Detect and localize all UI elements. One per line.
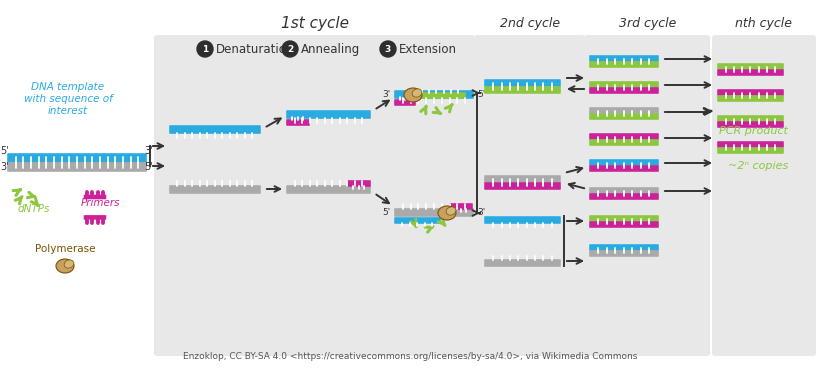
Text: Primers: Primers [80, 198, 120, 208]
FancyBboxPatch shape [169, 185, 260, 194]
FancyBboxPatch shape [589, 244, 658, 251]
FancyBboxPatch shape [717, 63, 783, 70]
FancyBboxPatch shape [717, 69, 783, 76]
FancyBboxPatch shape [84, 215, 106, 220]
Text: 3': 3' [382, 89, 391, 98]
Text: dNTPs: dNTPs [18, 204, 50, 214]
FancyBboxPatch shape [286, 119, 310, 126]
FancyBboxPatch shape [589, 61, 658, 68]
Text: 5': 5' [144, 162, 153, 172]
Text: Annealing: Annealing [301, 43, 360, 56]
FancyBboxPatch shape [589, 250, 658, 257]
FancyBboxPatch shape [589, 133, 658, 140]
FancyBboxPatch shape [717, 115, 783, 122]
FancyBboxPatch shape [414, 92, 465, 99]
Text: 3rd cycle: 3rd cycle [618, 16, 676, 30]
FancyBboxPatch shape [589, 215, 658, 222]
Text: 5': 5' [1, 146, 9, 156]
Ellipse shape [404, 88, 422, 102]
FancyBboxPatch shape [483, 79, 560, 87]
Text: DNA template
with sequence of
interest: DNA template with sequence of interest [24, 82, 112, 116]
Ellipse shape [437, 206, 455, 220]
FancyBboxPatch shape [589, 159, 658, 166]
Text: Denaturation: Denaturation [215, 43, 294, 56]
FancyBboxPatch shape [589, 107, 658, 114]
FancyBboxPatch shape [717, 95, 783, 102]
Text: 3': 3' [144, 146, 153, 156]
FancyBboxPatch shape [394, 217, 441, 224]
FancyBboxPatch shape [483, 216, 560, 224]
Ellipse shape [412, 89, 422, 97]
Text: 1st cycle: 1st cycle [281, 16, 349, 30]
FancyBboxPatch shape [483, 259, 560, 267]
FancyBboxPatch shape [394, 99, 415, 106]
FancyBboxPatch shape [589, 187, 658, 194]
FancyBboxPatch shape [717, 89, 783, 96]
FancyBboxPatch shape [84, 195, 106, 199]
FancyBboxPatch shape [717, 121, 783, 128]
FancyBboxPatch shape [286, 110, 370, 119]
Text: Extension: Extension [399, 43, 456, 56]
Text: 3': 3' [1, 162, 9, 172]
FancyBboxPatch shape [473, 35, 584, 356]
FancyBboxPatch shape [717, 141, 783, 148]
FancyBboxPatch shape [483, 182, 560, 190]
FancyBboxPatch shape [589, 193, 658, 200]
FancyBboxPatch shape [7, 153, 147, 163]
FancyBboxPatch shape [589, 221, 658, 228]
FancyBboxPatch shape [483, 86, 560, 94]
FancyBboxPatch shape [589, 165, 658, 172]
Circle shape [282, 41, 297, 57]
Text: nth cycle: nth cycle [735, 16, 791, 30]
FancyBboxPatch shape [394, 90, 473, 99]
FancyBboxPatch shape [711, 35, 815, 356]
Text: 5': 5' [477, 89, 485, 98]
Ellipse shape [446, 207, 455, 215]
FancyBboxPatch shape [169, 125, 260, 134]
FancyBboxPatch shape [589, 81, 658, 88]
Text: 3': 3' [477, 207, 485, 217]
Text: 3: 3 [384, 45, 391, 53]
Circle shape [197, 41, 213, 57]
FancyBboxPatch shape [7, 162, 147, 172]
Text: 1: 1 [201, 45, 208, 53]
Text: ~2ⁿ copies: ~2ⁿ copies [727, 161, 787, 171]
Ellipse shape [64, 260, 74, 268]
Text: 2: 2 [287, 45, 292, 53]
Text: Polymerase: Polymerase [34, 244, 95, 254]
FancyBboxPatch shape [589, 55, 658, 62]
FancyBboxPatch shape [717, 147, 783, 154]
FancyBboxPatch shape [589, 113, 658, 120]
FancyBboxPatch shape [589, 139, 658, 146]
Ellipse shape [56, 259, 74, 273]
FancyBboxPatch shape [483, 175, 560, 183]
Text: Enzoklop, CC BY-SA 4.0 <https://creativecommons.org/licenses/by-sa/4.0>, via Wik: Enzoklop, CC BY-SA 4.0 <https://creative… [183, 352, 636, 361]
FancyBboxPatch shape [346, 180, 370, 187]
FancyBboxPatch shape [154, 35, 474, 356]
FancyBboxPatch shape [449, 203, 473, 210]
FancyBboxPatch shape [394, 208, 473, 217]
FancyBboxPatch shape [583, 35, 709, 356]
FancyBboxPatch shape [286, 185, 370, 194]
FancyBboxPatch shape [589, 87, 658, 94]
Text: PCR product: PCR product [718, 126, 787, 136]
Circle shape [379, 41, 396, 57]
Text: 2nd cycle: 2nd cycle [500, 16, 559, 30]
Text: 5': 5' [382, 207, 391, 217]
